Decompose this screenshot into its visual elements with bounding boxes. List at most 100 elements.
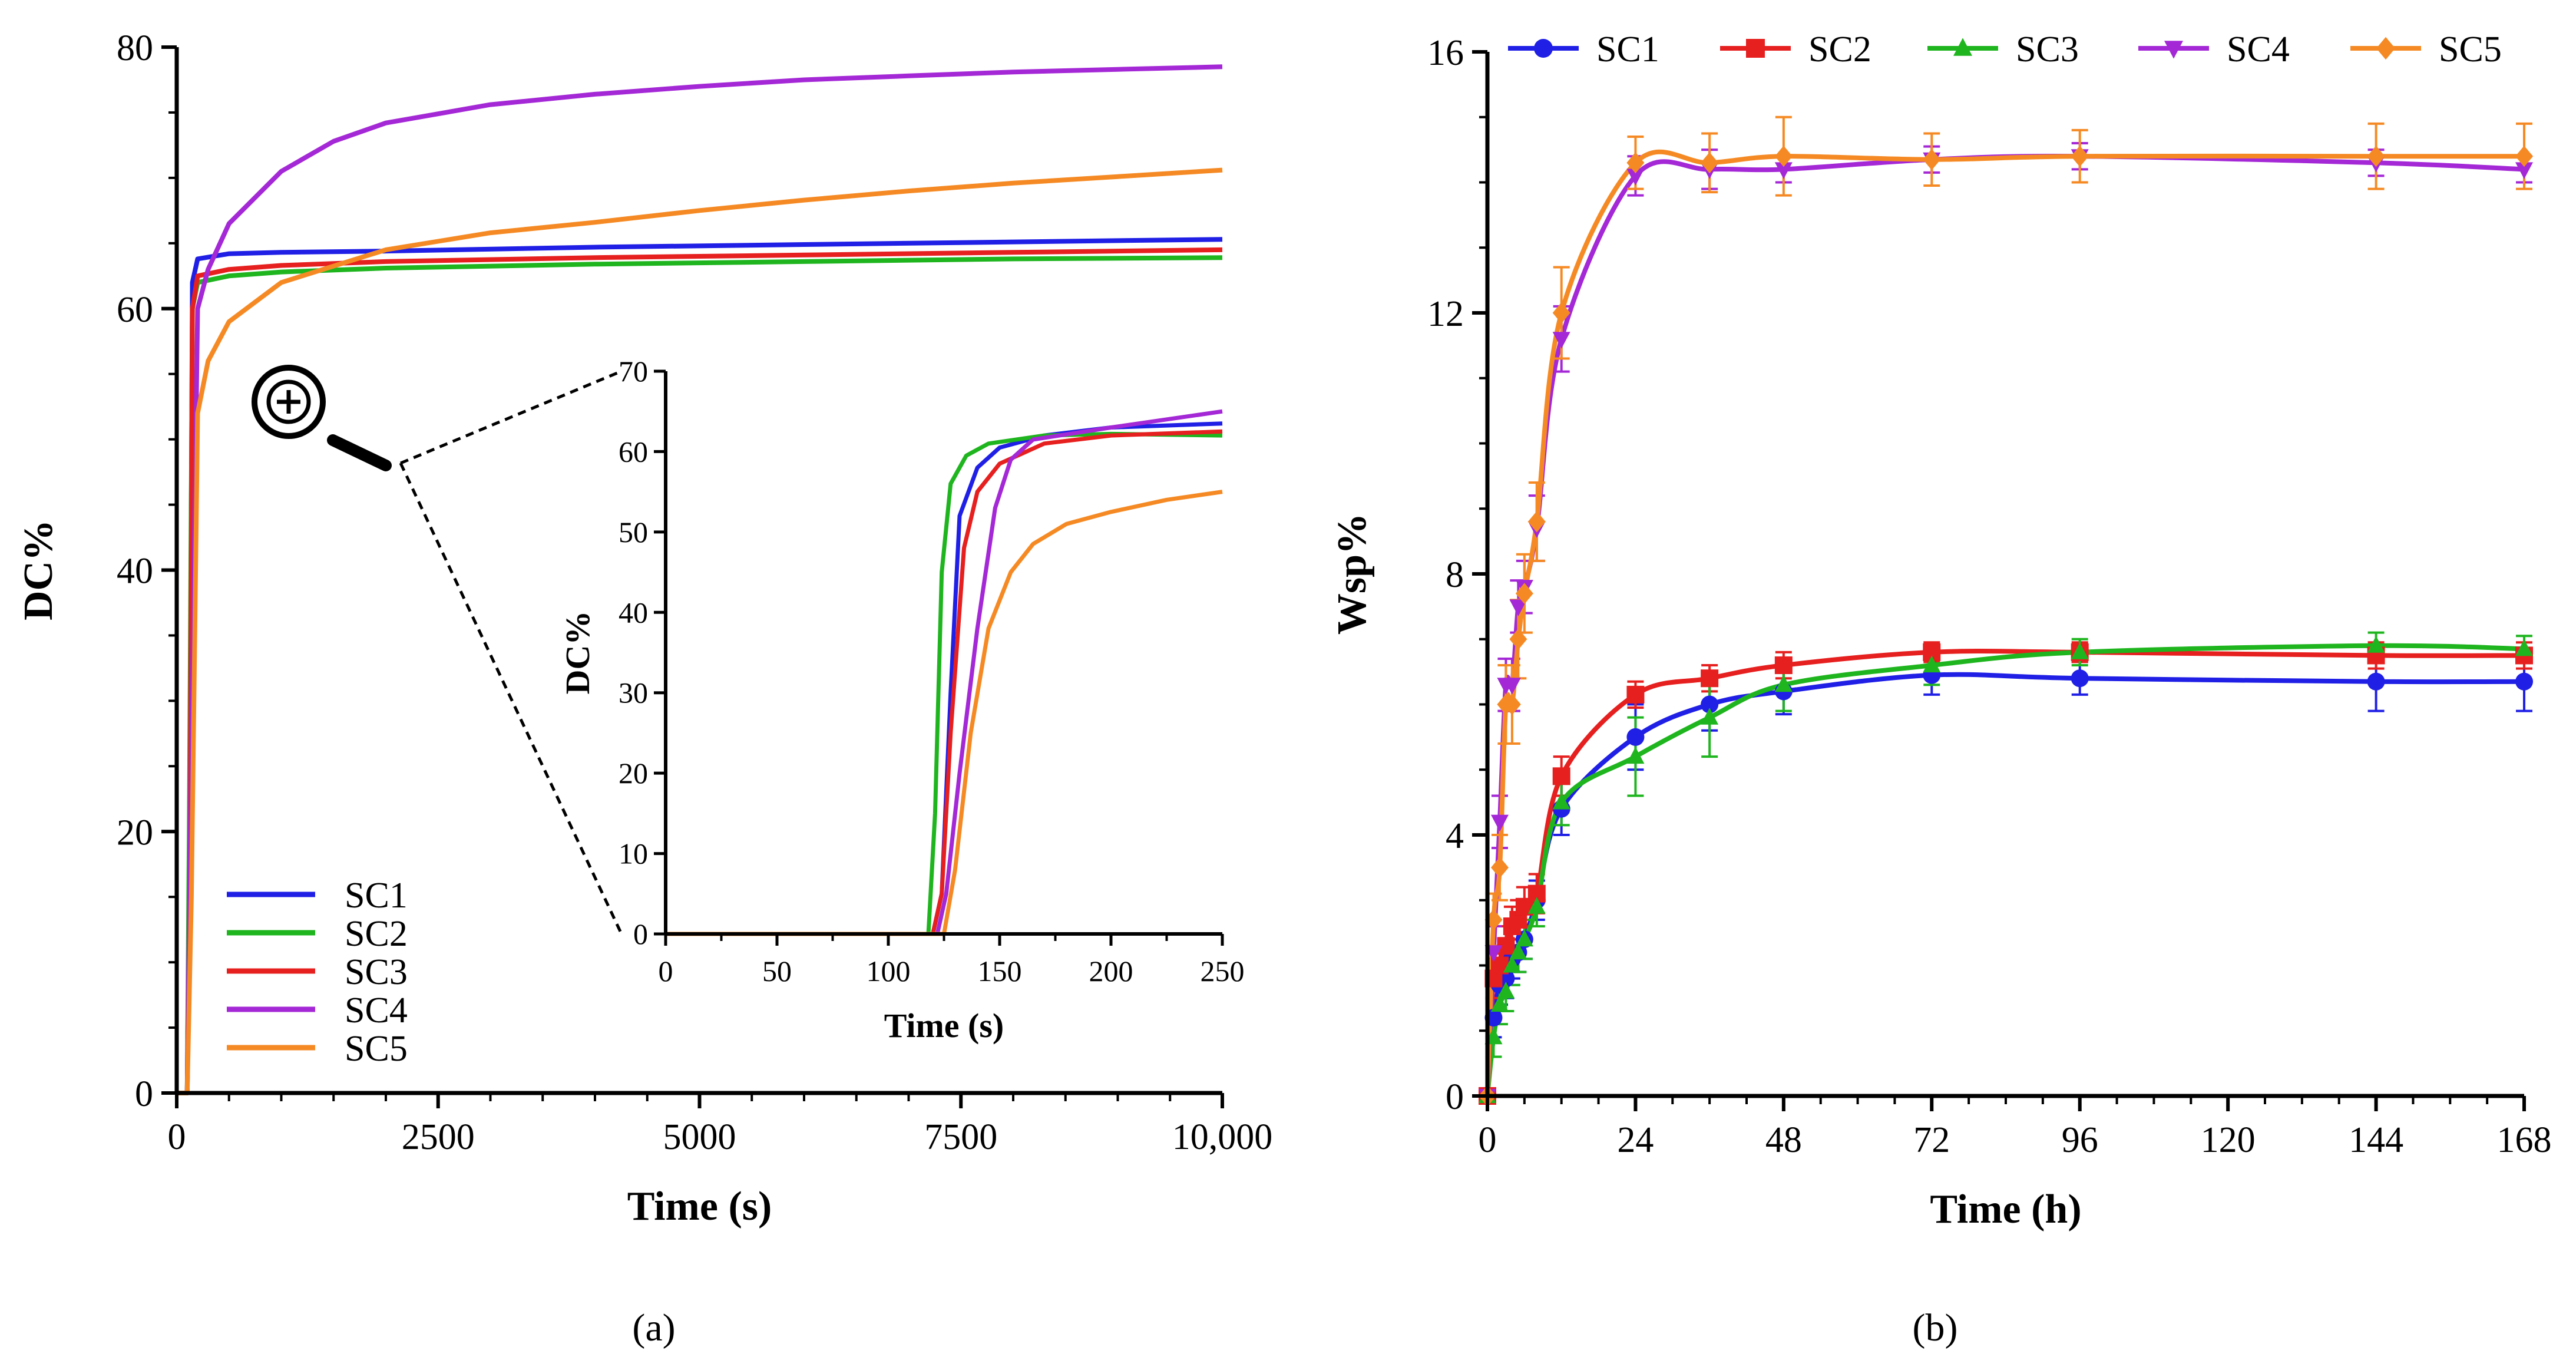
panel-b-x-tick-label: 96	[2062, 1120, 2098, 1160]
panel-b-point-sc3	[1509, 942, 1527, 960]
panel-a-series-line-sc4	[177, 64, 1223, 1095]
panel-b-x-tick-label: 72	[1913, 1120, 1950, 1160]
panel-a-x-tick-label: 2500	[402, 1117, 475, 1157]
panel-b-point-sc5	[1515, 583, 1533, 605]
panel-b-point-sc2	[1701, 669, 1719, 688]
panel-a-series-group	[177, 64, 1223, 1095]
panel-b-legend: SC1 SC2 SC3 SC4 SC5	[1508, 29, 2502, 70]
panel-b-x-axis-title: Time (h)	[1930, 1187, 2081, 1232]
panel-b-point-sc4	[1503, 678, 1521, 695]
inset-x-tick-label: 100	[867, 955, 911, 988]
inset-x-tick-label: 200	[1089, 955, 1133, 988]
panel-a-x-tick-label: 0	[168, 1117, 186, 1157]
panel-a-legend-label-sc2: SC2	[345, 914, 408, 954]
panel-b-point-sc3	[1515, 929, 1533, 947]
panel-b-legend-marker-sc4	[2164, 41, 2183, 59]
panel-b-point-sc2	[1626, 685, 1645, 704]
panel-b-point-sc1	[1626, 728, 1645, 746]
panel-a-series-line-sc3	[177, 247, 1223, 1095]
panel-b-point-sc3	[1497, 982, 1515, 999]
panel-b-x-tick-label: 0	[1479, 1120, 1497, 1160]
panel-b-point-sc5	[2367, 146, 2385, 167]
inset-series-line-sc3	[666, 429, 1223, 936]
inset-x-tick-label: 0	[659, 955, 673, 988]
inset-axes: 0 10 20 30 40 50 60 70 0 50 100 150 200 250 Time (s) DC…	[558, 355, 1245, 1045]
panel-b-point-sc1	[1701, 695, 1719, 714]
zoom-connector-top	[400, 369, 622, 465]
inset-x-axis-title: Time (s)	[884, 1006, 1004, 1045]
panel-b-x-tick-label: 144	[2349, 1120, 2403, 1160]
panel-a-y-tick-label: 40	[117, 552, 153, 592]
panel-b-point-sc3	[2515, 639, 2533, 656]
panel-b-x-tick-label: 48	[1765, 1120, 1802, 1160]
panel-a-series-line-sc1	[177, 237, 1223, 1095]
panel-b-point-sc4	[1774, 162, 1793, 179]
panel-b-point-sc5	[1509, 628, 1527, 650]
panel-b-label: (b)	[1913, 1306, 1958, 1349]
panel-b-y-tick-label: 16	[1427, 33, 1464, 73]
inset-series-line-sc5	[666, 490, 1223, 936]
panel-b-point-sc3	[1701, 708, 1719, 725]
panel-b-point-sc5	[2515, 146, 2533, 167]
panel-b-point-sc4	[1552, 332, 1570, 349]
panel-b-point-sc4	[2515, 162, 2533, 179]
panel-a-legend-label-sc4: SC4	[345, 990, 408, 1031]
panel-b-point-sc4	[1491, 814, 1509, 832]
panel-a-y-axis-title: DC%	[16, 520, 61, 620]
panel-b-legend-marker-sc2	[1746, 39, 1765, 58]
inset-y-tick-label: 70	[619, 355, 648, 388]
panel-b-point-sc3	[1774, 675, 1793, 692]
panel-b-point-sc1	[2367, 672, 2385, 691]
inset-x-tick-label: 50	[762, 955, 792, 988]
inset-y-tick-label: 0	[633, 917, 648, 950]
panel-a-legend-label-sc1: SC1	[345, 876, 408, 916]
panel-a-y-tick-label: 20	[117, 813, 153, 853]
inset-y-tick-label: 50	[619, 516, 648, 549]
inset-y-tick-label: 10	[619, 837, 648, 870]
zoom-connector-bottom	[399, 462, 623, 935]
panel-b-series-group	[1479, 115, 2533, 1107]
panel-a-y-tick-label: 60	[117, 290, 153, 330]
inset-y-axis-title: DC%	[558, 611, 597, 695]
panel-a-y-tick-label: 0	[135, 1074, 153, 1114]
inset-y-tick-label: 40	[619, 596, 648, 629]
panel-b-y-tick-label: 8	[1446, 555, 1464, 595]
panel-b-point-sc3	[1527, 897, 1546, 914]
panel-b-point-sc5	[1527, 511, 1546, 533]
panel-a-x-tick-label: 10,000	[1172, 1117, 1273, 1157]
panel-b-y-tick-label: 12	[1427, 294, 1464, 334]
panel-a-legend-label-sc3: SC3	[345, 952, 408, 992]
inset-x-tick-label: 150	[978, 955, 1022, 988]
panel-b-legend-marker-sc3	[1953, 38, 1972, 56]
panel-b-x-tick-label: 24	[1617, 1120, 1654, 1160]
panel-b-legend-label-sc5: SC5	[2439, 29, 2502, 70]
panel-a-legend-label-sc5: SC5	[345, 1029, 408, 1069]
inset-chart: 0 10 20 30 40 50 60 70 0 50 100 150 200 250 Time (s) DC…	[558, 355, 1245, 1045]
panel-b-legend-label-sc4: SC4	[2227, 29, 2290, 70]
panel-a-series-line-sc5	[177, 167, 1223, 1095]
panel-b-point-sc4	[1509, 599, 1527, 616]
panel-b-point-sc2	[1774, 656, 1793, 675]
panel-a-y-tick-label: 80	[117, 28, 153, 68]
panel-a-x-tick-label: 7500	[924, 1117, 997, 1157]
panel-b-point-sc5	[1491, 857, 1509, 879]
inset-x-tick-label: 250	[1201, 955, 1245, 988]
panel-b-legend-label-sc2: SC2	[1808, 29, 1871, 70]
panel-b-x-tick-label: 168	[2497, 1120, 2552, 1160]
inset-series-group	[666, 409, 1223, 936]
panel-a-x-tick-label: 5000	[663, 1117, 736, 1157]
panel-b-point-sc4	[1626, 169, 1645, 186]
panel-a-x-axis-title: Time (s)	[627, 1184, 772, 1229]
panel-b-point-sc3	[2367, 636, 2385, 653]
panel-b-point-sc5	[1626, 152, 1645, 174]
panel-b-point-sc5	[1774, 146, 1793, 167]
panel-b-y-tick-label: 0	[1446, 1077, 1464, 1117]
panel-b-legend-marker-sc5	[2376, 37, 2395, 60]
inset-series-line-sc4	[666, 409, 1223, 936]
panel-b-point-sc3	[1503, 956, 1521, 973]
panel-b-y-axis-title: Wsp%	[1330, 513, 1375, 635]
